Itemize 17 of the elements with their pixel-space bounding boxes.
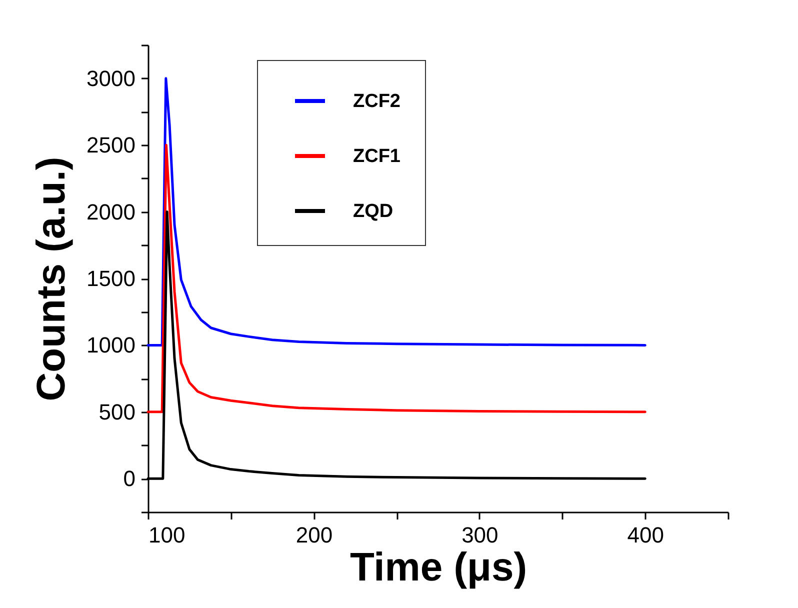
legend-label: ZQD	[353, 201, 394, 222]
line-series	[146, 144, 646, 414]
y-tick-label: 1000	[86, 332, 136, 358]
legend-label: ZCF1	[353, 146, 401, 167]
y-axis-title: Counts (a.u.)	[30, 156, 74, 402]
x-tick-label: 300	[462, 522, 498, 548]
x-tick-label: 200	[296, 522, 333, 548]
x-tick-label: 100	[148, 522, 186, 548]
y-tick-label: 2000	[86, 199, 136, 224]
y-tick-label: 3000	[86, 66, 136, 91]
y-tick-label: 0	[123, 466, 136, 492]
y-tick-label: 1500	[86, 266, 136, 291]
y-tick-label: 2500	[86, 132, 136, 158]
y-tick-label: 500	[98, 399, 136, 424]
x-tick-label: 400	[627, 522, 664, 548]
x-axis-title: Time (μs)	[350, 546, 528, 590]
legend-label: ZCF2	[353, 91, 400, 112]
